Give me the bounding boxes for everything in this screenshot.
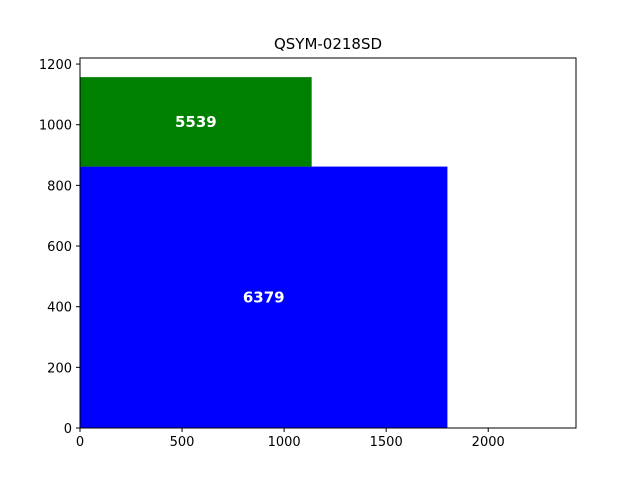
chart-title: QSYM-0218SD	[274, 35, 382, 53]
axes-frame	[79, 57, 577, 429]
y-tick-label-0: 0	[64, 422, 72, 437]
y-tick-label-4: 800	[47, 179, 72, 194]
y-tick-label-1: 200	[47, 361, 72, 376]
bar-1	[80, 77, 312, 167]
x-tick-label-4: 2000	[472, 435, 505, 450]
x-axis: 0 500 1000 1500 2000	[76, 428, 505, 450]
y-tick-label-5: 1000	[39, 119, 72, 134]
x-tick-label-0: 0	[76, 435, 84, 450]
y-axis: 0 200 400 600 800 1000 1200	[39, 58, 80, 437]
data-label-1: 5539	[175, 113, 217, 131]
x-tick-label-1: 500	[170, 435, 195, 450]
y-tick-label-6: 1200	[39, 58, 72, 73]
x-tick-label-2: 1000	[268, 435, 301, 450]
bar-0	[80, 166, 448, 428]
x-tick-label-3: 1500	[370, 435, 403, 450]
plot-area: 6379 5539	[80, 77, 448, 428]
data-label-0: 6379	[243, 288, 285, 306]
y-tick-label-2: 400	[47, 301, 72, 316]
y-tick-label-3: 600	[47, 240, 72, 255]
